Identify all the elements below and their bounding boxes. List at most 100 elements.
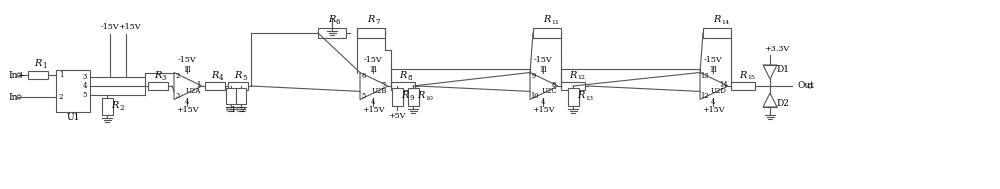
Text: +15V: +15V (118, 23, 140, 31)
Text: R: R (211, 70, 219, 80)
Text: 5: 5 (83, 91, 87, 99)
Bar (228, 82, 248, 90)
Polygon shape (700, 73, 728, 99)
Text: 1: 1 (59, 71, 63, 79)
Bar (28, 71, 48, 79)
Text: +5V: +5V (388, 112, 406, 120)
Text: U2C: U2C (541, 87, 557, 95)
Bar (561, 82, 585, 90)
Text: R: R (577, 91, 585, 101)
Text: 4: 4 (83, 82, 87, 90)
Text: 15: 15 (747, 75, 755, 80)
Bar (391, 82, 415, 90)
Text: +15V: +15V (702, 106, 724, 115)
Text: 7: 7 (375, 19, 380, 26)
Text: R: R (569, 70, 577, 80)
Bar (236, 88, 246, 104)
Text: 5: 5 (362, 91, 366, 99)
Text: R: R (154, 70, 162, 80)
Text: 11: 11 (183, 66, 191, 74)
Text: R: R (543, 15, 551, 25)
Text: 2: 2 (59, 93, 63, 101)
Text: R: R (401, 91, 409, 101)
Text: U2A: U2A (185, 87, 201, 95)
Text: +3.3V: +3.3V (764, 45, 790, 53)
Text: 12: 12 (577, 75, 585, 80)
Text: D2: D2 (777, 98, 789, 108)
Text: -15V: -15V (704, 57, 722, 64)
Polygon shape (360, 73, 388, 99)
Bar (102, 98, 112, 115)
Text: U2D: U2D (711, 87, 727, 95)
Text: 2: 2 (119, 104, 124, 112)
Text: 2: 2 (176, 73, 180, 81)
Text: 11: 11 (551, 20, 559, 25)
Text: 6: 6 (362, 73, 366, 81)
Text: 8: 8 (407, 74, 412, 81)
Bar (392, 88, 402, 106)
Text: 13: 13 (700, 73, 708, 81)
Text: 11: 11 (369, 66, 377, 74)
Text: 5: 5 (242, 74, 246, 81)
Text: 11: 11 (709, 66, 717, 74)
Text: 4: 4 (371, 98, 375, 106)
Text: U1: U1 (66, 114, 80, 122)
Text: 11: 11 (539, 66, 547, 74)
Text: -15V: -15V (364, 57, 382, 64)
Bar (56, 70, 90, 112)
Text: +15V: +15V (176, 106, 198, 115)
Text: R: R (739, 70, 747, 80)
Text: R: R (367, 15, 375, 25)
Bar (357, 28, 385, 38)
Text: 4: 4 (185, 98, 189, 106)
Bar (533, 28, 561, 38)
Text: R: R (234, 70, 242, 80)
Bar (318, 28, 346, 38)
Bar (148, 82, 168, 90)
Bar (408, 88, 418, 106)
Text: -15V: -15V (178, 57, 196, 64)
Text: 1: 1 (196, 81, 200, 89)
Text: D1: D1 (776, 64, 790, 74)
Text: 13: 13 (585, 96, 593, 101)
Text: +15V: +15V (532, 106, 554, 115)
Bar (568, 88, 578, 106)
Text: 10: 10 (425, 96, 433, 101)
Bar (731, 82, 755, 90)
Text: 3: 3 (176, 91, 180, 99)
Text: In+: In+ (8, 70, 25, 80)
Text: 8: 8 (552, 81, 556, 89)
Text: 6: 6 (336, 19, 340, 26)
Polygon shape (174, 73, 202, 99)
Text: R: R (111, 101, 119, 110)
Bar (703, 28, 731, 38)
Text: R: R (328, 15, 336, 25)
Text: R: R (713, 15, 721, 25)
Text: C2: C2 (235, 106, 247, 114)
Text: U2B: U2B (371, 87, 387, 95)
Text: 9: 9 (409, 94, 414, 102)
Text: 10: 10 (530, 91, 538, 99)
Text: 1: 1 (42, 63, 46, 70)
Text: 7: 7 (382, 81, 386, 89)
Text: R: R (34, 60, 42, 68)
Text: 14: 14 (720, 81, 728, 89)
Text: 4: 4 (219, 74, 224, 81)
Polygon shape (530, 73, 558, 99)
Text: -15V: -15V (101, 23, 119, 31)
Text: R: R (399, 70, 407, 80)
Text: 4: 4 (541, 98, 545, 106)
Text: 3: 3 (162, 74, 166, 81)
Text: 9: 9 (532, 73, 536, 81)
Text: 14: 14 (721, 20, 729, 25)
Bar (205, 82, 225, 90)
Bar (226, 88, 236, 104)
Text: 3: 3 (83, 73, 87, 81)
Text: R: R (417, 91, 425, 101)
Text: 12: 12 (700, 91, 708, 99)
Text: 4: 4 (711, 98, 715, 106)
Text: Out: Out (797, 81, 814, 91)
Polygon shape (763, 93, 777, 107)
Polygon shape (763, 65, 777, 79)
Text: +15V: +15V (362, 106, 384, 115)
